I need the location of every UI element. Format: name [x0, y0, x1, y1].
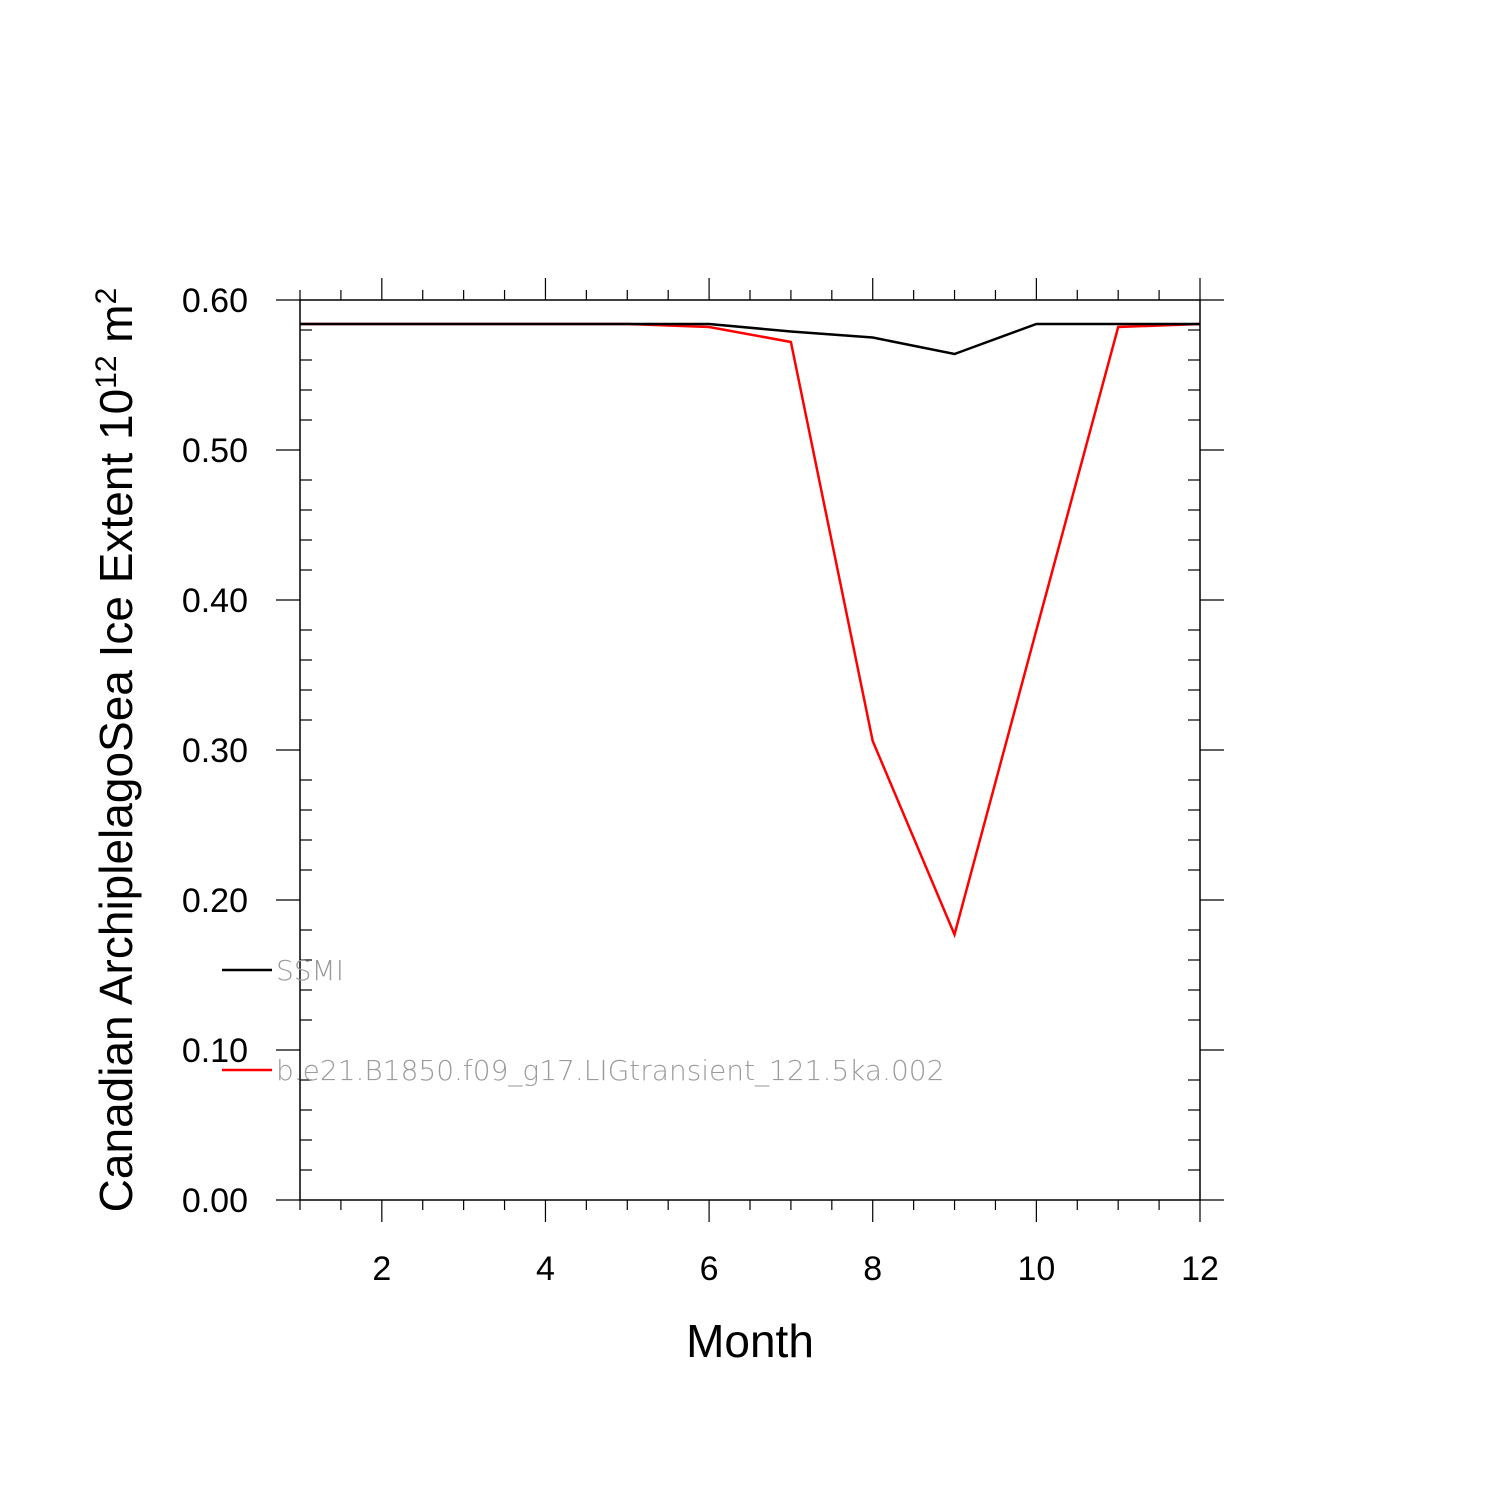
y-tick-label: 0.60: [182, 282, 248, 320]
y-tick-label: 0.20: [182, 882, 248, 920]
y-axis-title-unit: m: [90, 304, 142, 355]
y-tick-label: 0.10: [182, 1032, 248, 1070]
x-tick-label: 10: [1017, 1250, 1055, 1288]
x-tick-label: 4: [536, 1250, 555, 1288]
axis-ticks: [276, 278, 1224, 1222]
x-tick-label: 12: [1181, 1250, 1219, 1288]
tick-labels: 0.00 0.10 0.20 0.30 0.40 0.50 0.60 2 4 6 8 10 12: [182, 282, 1219, 1288]
series-line-1: [300, 322, 1201, 939]
series-lines: [300, 322, 1201, 939]
y-tick-label: 0.30: [182, 732, 248, 770]
series-line-0: [300, 322, 1200, 356]
y-tick-label: 0.50: [182, 432, 248, 470]
x-tick-label: 2: [372, 1250, 391, 1288]
y-axis-title-base: Canadian ArchiplelagoSea Ice Extent 10: [90, 389, 142, 1212]
y-axis-title-unit-exponent: 2: [90, 288, 123, 305]
legend-label-ssmi: SSMI: [276, 954, 344, 987]
legend: SSMI b.e21.B1850.f09_g17.LIGtransient_12…: [222, 954, 944, 1088]
y-axis-title: Canadian ArchiplelagoSea Ice Extent 1012…: [90, 288, 143, 1213]
x-tick-label: 8: [863, 1250, 882, 1288]
y-axis-title-exponent: 12: [90, 355, 123, 388]
y-tick-label: 0.40: [182, 582, 248, 620]
y-tick-label: 0.00: [182, 1182, 248, 1220]
plot-frame: [299, 299, 1201, 1201]
x-tick-label: 6: [700, 1250, 719, 1288]
x-axis-title: Month: [686, 1315, 814, 1367]
legend-label-model: b.e21.B1850.f09_g17.LIGtransient_121.5ka…: [276, 1054, 944, 1088]
